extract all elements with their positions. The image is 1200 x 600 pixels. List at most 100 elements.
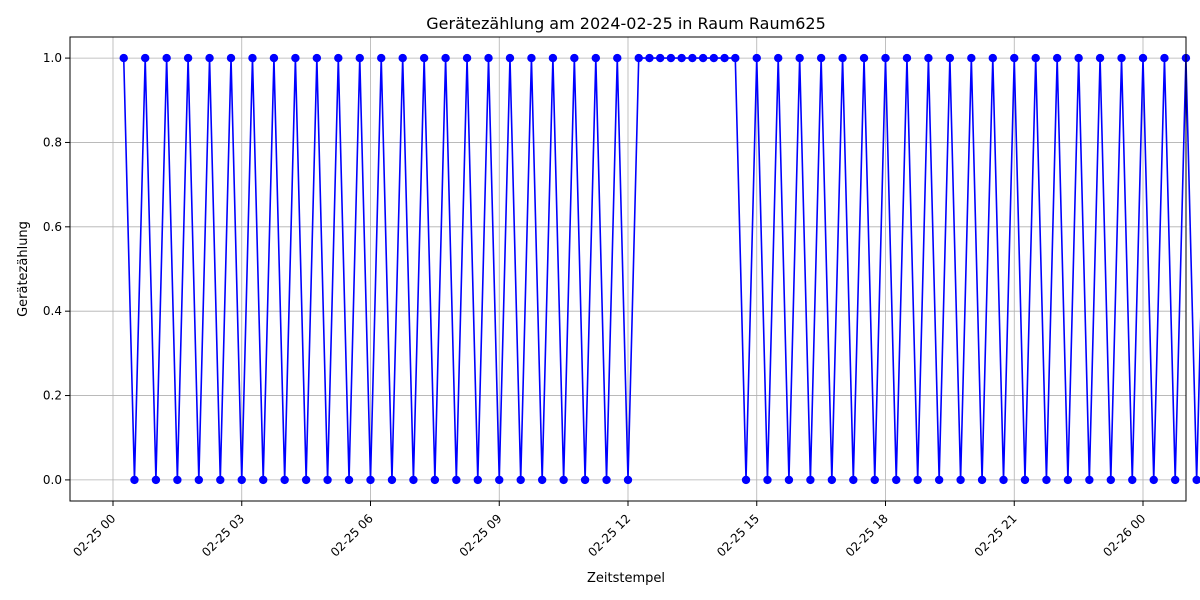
data-point [827,475,837,485]
data-point [183,53,193,63]
data-point [1106,475,1116,485]
data-point [344,475,354,485]
x-tick-label: 02-25 00 [70,511,118,559]
data-point [602,475,611,485]
data-point [1128,475,1137,485]
data-point [795,53,804,63]
grid [70,37,1186,501]
data-point [537,475,547,485]
data-point [763,475,772,485]
data-point [945,53,955,63]
data-point [1074,53,1083,63]
data-point [999,475,1008,485]
y-tick-label: 0.0 [43,473,62,487]
data-point [355,53,364,63]
data-point [709,53,719,63]
data-point [752,53,761,63]
data-point [473,475,482,485]
data-point [666,53,676,63]
data-point [559,475,568,485]
data-point [977,475,987,485]
data-point [956,475,965,485]
data-point [1095,53,1105,63]
data-point [1052,53,1062,63]
y-tick-label: 0.2 [43,389,62,403]
data-point [934,475,944,485]
y-tick-label: 1.0 [43,51,62,65]
data-point [387,475,397,485]
data-point [688,53,697,63]
y-tick-label: 0.8 [43,135,62,149]
data-point [377,53,386,63]
data-point [259,475,268,485]
data-point [334,53,343,63]
y-axis-label: Gerätezählung [16,221,31,317]
data-point [838,53,847,63]
y-tick-label: 0.6 [43,220,62,234]
data-point [698,53,708,63]
data-point [1192,475,1200,485]
data-point [527,53,536,63]
data-point [237,475,246,485]
data-point [151,475,161,485]
data-point [130,475,139,485]
data-point [452,475,461,485]
data-point [430,475,440,485]
data-point [623,475,633,485]
data-point [548,53,558,63]
data-point [323,475,332,485]
data-point [312,53,322,63]
data-point [409,475,418,485]
data-point [119,53,128,63]
data-point [1160,53,1169,63]
data-point [634,53,643,63]
data-point [1042,475,1051,485]
series-layer [119,53,1200,485]
data-point [655,53,665,63]
data-point [173,475,182,485]
data-point [613,53,622,63]
data-point [1085,475,1094,485]
data-point [291,53,300,63]
data-point [162,53,171,63]
x-tick-label: 02-25 21 [972,511,1020,559]
data-point [806,475,815,485]
series-line [122,57,1200,480]
y-tick-label: 0.4 [43,304,62,318]
data-point [913,475,922,485]
data-point [816,53,826,63]
data-point [784,475,794,485]
data-point [248,53,257,63]
data-point [720,53,729,63]
data-point [859,53,869,63]
data-point [988,53,997,63]
data-point [301,475,311,485]
x-tick-label: 02-25 12 [585,511,633,559]
data-point [677,53,686,63]
data-point [216,475,225,485]
data-point [398,53,407,63]
x-tick-label: 02-25 06 [328,511,376,559]
data-point [269,53,279,63]
data-point [194,475,204,485]
data-point [645,53,654,63]
data-point [1149,475,1158,485]
data-point [205,53,214,63]
data-point [967,53,976,63]
data-point [226,53,236,63]
data-point [484,53,493,63]
data-point [1020,475,1030,485]
data-point [1010,53,1019,63]
data-point [140,53,150,63]
data-point [731,53,740,63]
data-point [1170,475,1180,485]
x-tick-label: 02-25 15 [714,511,762,559]
data-point [366,475,375,485]
chart-title: Gerätezählung am 2024-02-25 in Raum Raum… [426,14,826,33]
x-tick-label: 02-26 00 [1100,511,1148,559]
data-point [570,53,579,63]
data-point [591,53,601,63]
data-point [419,53,429,63]
data-point [505,53,515,63]
